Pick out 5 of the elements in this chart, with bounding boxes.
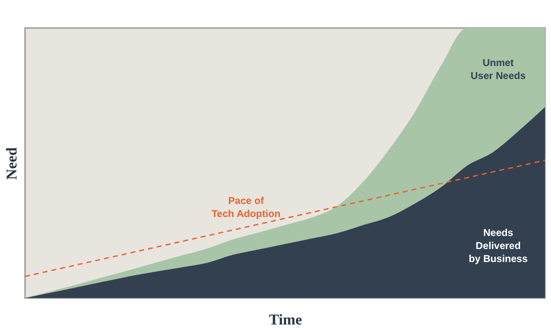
y-axis-title: Need — [4, 146, 20, 180]
x-axis-title: Time — [268, 312, 302, 328]
series-label: Pace of Tech Adoption — [212, 196, 280, 220]
series-label: Unmet User Needs — [470, 58, 526, 82]
series-label: Needs Delivered by Business — [468, 228, 528, 266]
